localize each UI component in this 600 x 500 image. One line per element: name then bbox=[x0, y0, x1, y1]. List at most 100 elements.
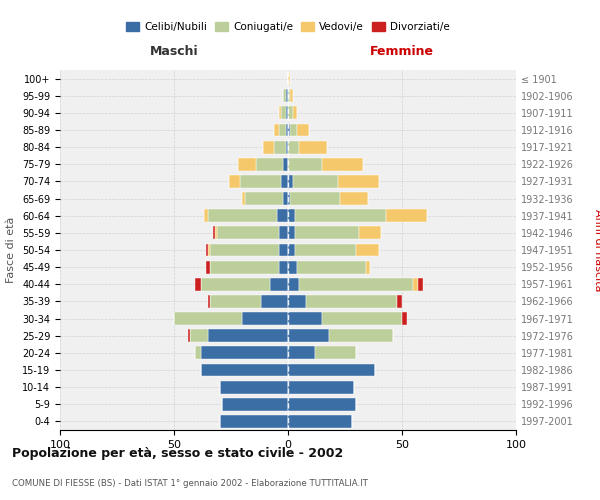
Bar bbox=[213, 226, 215, 239]
Bar bbox=[288, 364, 374, 376]
Bar bbox=[217, 226, 279, 239]
Bar bbox=[288, 124, 290, 136]
Bar bbox=[256, 158, 283, 170]
Bar bbox=[288, 312, 322, 325]
Bar bbox=[397, 295, 402, 308]
Bar bbox=[222, 398, 288, 410]
Bar bbox=[288, 380, 354, 394]
Bar bbox=[270, 278, 288, 290]
Bar bbox=[288, 158, 322, 170]
Bar bbox=[274, 140, 286, 153]
Bar bbox=[297, 260, 365, 274]
Bar bbox=[295, 210, 386, 222]
Bar bbox=[322, 158, 363, 170]
Bar bbox=[202, 346, 288, 360]
Bar bbox=[340, 192, 368, 205]
Bar bbox=[208, 295, 211, 308]
Bar bbox=[211, 295, 260, 308]
Bar bbox=[203, 210, 208, 222]
Bar bbox=[220, 415, 288, 428]
Bar bbox=[194, 346, 202, 360]
Bar bbox=[288, 175, 293, 188]
Bar bbox=[359, 226, 382, 239]
Bar bbox=[202, 278, 270, 290]
Bar bbox=[288, 72, 290, 85]
Text: Maschi: Maschi bbox=[149, 45, 199, 58]
Bar bbox=[215, 226, 217, 239]
Bar bbox=[286, 90, 288, 102]
Bar bbox=[299, 140, 327, 153]
Bar bbox=[295, 244, 356, 256]
Bar bbox=[322, 312, 402, 325]
Bar bbox=[242, 312, 288, 325]
Bar bbox=[288, 278, 299, 290]
Bar bbox=[288, 295, 306, 308]
Bar bbox=[279, 260, 288, 274]
Bar bbox=[281, 175, 288, 188]
Bar bbox=[386, 210, 427, 222]
Bar bbox=[283, 90, 286, 102]
Bar bbox=[418, 278, 422, 290]
Bar bbox=[288, 226, 295, 239]
Bar bbox=[206, 244, 208, 256]
Bar bbox=[281, 106, 286, 120]
Bar bbox=[283, 158, 288, 170]
Bar bbox=[279, 244, 288, 256]
Legend: Celibi/Nubili, Coniugati/e, Vedovi/e, Divorziati/e: Celibi/Nubili, Coniugati/e, Vedovi/e, Di… bbox=[122, 18, 454, 36]
Bar bbox=[202, 364, 288, 376]
Bar bbox=[288, 398, 356, 410]
Bar bbox=[413, 278, 418, 290]
Bar bbox=[338, 175, 379, 188]
Bar bbox=[286, 106, 288, 120]
Y-axis label: Fasce di età: Fasce di età bbox=[7, 217, 16, 283]
Text: COMUNE DI FIESSE (BS) - Dati ISTAT 1° gennaio 2002 - Elaborazione TUTTITALIA.IT: COMUNE DI FIESSE (BS) - Dati ISTAT 1° ge… bbox=[12, 479, 368, 488]
Bar bbox=[208, 210, 277, 222]
Bar bbox=[190, 330, 208, 342]
Bar bbox=[288, 244, 295, 256]
Text: Femmine: Femmine bbox=[370, 45, 434, 58]
Bar bbox=[194, 278, 202, 290]
Bar bbox=[279, 106, 281, 120]
Bar bbox=[188, 330, 190, 342]
Bar bbox=[242, 192, 245, 205]
Bar bbox=[211, 260, 279, 274]
Bar bbox=[297, 124, 308, 136]
Bar bbox=[288, 90, 290, 102]
Bar bbox=[306, 295, 397, 308]
Bar bbox=[263, 140, 274, 153]
Bar bbox=[290, 90, 293, 102]
Bar bbox=[288, 192, 290, 205]
Bar bbox=[329, 330, 393, 342]
Bar bbox=[245, 192, 283, 205]
Bar bbox=[211, 244, 279, 256]
Bar bbox=[290, 124, 297, 136]
Bar bbox=[288, 210, 295, 222]
Bar bbox=[288, 140, 299, 153]
Bar bbox=[174, 312, 242, 325]
Bar bbox=[365, 260, 370, 274]
Bar bbox=[229, 175, 240, 188]
Bar bbox=[288, 415, 352, 428]
Bar bbox=[293, 175, 338, 188]
Bar bbox=[208, 330, 288, 342]
Bar bbox=[286, 140, 288, 153]
Bar bbox=[299, 278, 413, 290]
Bar bbox=[356, 244, 379, 256]
Bar bbox=[274, 124, 279, 136]
Bar bbox=[293, 106, 297, 120]
Bar bbox=[290, 192, 340, 205]
Bar bbox=[286, 124, 288, 136]
Bar bbox=[288, 330, 329, 342]
Bar bbox=[277, 210, 288, 222]
Bar bbox=[220, 380, 288, 394]
Bar bbox=[288, 346, 316, 360]
Bar bbox=[288, 106, 293, 120]
Bar bbox=[208, 244, 211, 256]
Bar bbox=[240, 175, 281, 188]
Text: Popolazione per età, sesso e stato civile - 2002: Popolazione per età, sesso e stato civil… bbox=[12, 448, 343, 460]
Bar bbox=[260, 295, 288, 308]
Bar bbox=[279, 226, 288, 239]
Bar bbox=[206, 260, 211, 274]
Bar bbox=[288, 260, 297, 274]
Y-axis label: Anni di nascita: Anni di nascita bbox=[593, 209, 600, 291]
